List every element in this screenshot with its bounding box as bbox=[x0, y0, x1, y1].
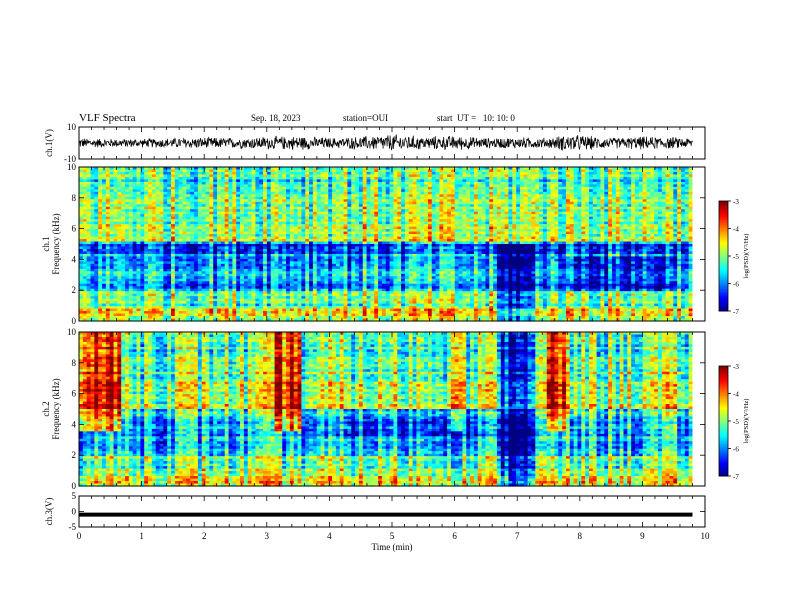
ch1-spectrogram-image bbox=[79, 167, 705, 322]
x-axis: 0 1 2 3 4 5 6 7 8 9 10 Time (min) bbox=[77, 531, 710, 552]
y-tick-label: 10 bbox=[67, 162, 77, 172]
x-tick-label: 4 bbox=[327, 531, 332, 541]
colorbar-tick-label: -3 bbox=[733, 363, 739, 371]
y-tick-label: -5 bbox=[69, 522, 77, 532]
colorbar-tick-label: -7 bbox=[733, 473, 739, 481]
x-tick-label: 8 bbox=[578, 531, 583, 541]
y-tick-label: 0 bbox=[72, 481, 77, 491]
ch2-spectrogram-y-label: Frequency (kHz) bbox=[51, 378, 61, 439]
ch1-trace bbox=[78, 134, 693, 151]
y-tick-label: 0 bbox=[72, 507, 77, 517]
y-tick-label: 8 bbox=[72, 193, 77, 203]
colorbar-label: log(PSD)(V²/Hz) bbox=[743, 234, 750, 279]
figure-title: VLF Spectra bbox=[79, 112, 136, 124]
colorbar-tick-label: -5 bbox=[733, 418, 739, 426]
y-tick-label: 2 bbox=[72, 450, 77, 460]
y-tick-label: 6 bbox=[72, 389, 77, 399]
ch3-waveform-frame: 5 0 -5 bbox=[69, 491, 706, 532]
colorbar-tick-label: -7 bbox=[733, 308, 739, 316]
y-tick-label: 10 bbox=[67, 327, 77, 337]
x-axis-label: Time (min) bbox=[372, 542, 413, 552]
colorbar-tick-label: -4 bbox=[733, 226, 739, 234]
no-data-region bbox=[692, 332, 705, 486]
x-tick-label: 7 bbox=[515, 531, 520, 541]
ch1-waveform-panel: ch.1(V) bbox=[44, 129, 693, 157]
y-tick-label: 5 bbox=[72, 491, 77, 501]
x-tick-label: 5 bbox=[390, 531, 395, 541]
ch2-spectrogram-channel-label: ch.2 bbox=[41, 401, 51, 416]
y-tick-label: 0 bbox=[72, 316, 77, 326]
x-tick-label: 3 bbox=[265, 531, 270, 541]
date-label: Sep. 18, 2023 bbox=[251, 113, 301, 123]
no-data-region bbox=[692, 167, 705, 321]
y-tick-label: 10 bbox=[67, 122, 77, 132]
ch1-waveform-frame: 10 -10 bbox=[64, 122, 706, 164]
colorbar-tick-label: -6 bbox=[733, 281, 739, 289]
y-tick-label: 4 bbox=[72, 419, 77, 429]
ch2-spectrogram-image bbox=[79, 332, 705, 487]
colorbar-tick-label: -4 bbox=[733, 391, 739, 399]
x-tick-label: 9 bbox=[640, 531, 645, 541]
ch1-spectrogram-colorbar: -3 -4 -5 -6 -7 log(PSD)(V²/Hz) bbox=[718, 198, 750, 316]
colorbar-tick-label: -6 bbox=[733, 446, 739, 454]
x-tick-label: 10 bbox=[701, 531, 711, 541]
ch3-y-label: ch.3(V) bbox=[44, 498, 54, 526]
y-tick-label: -10 bbox=[64, 154, 76, 164]
x-tick-label: 1 bbox=[139, 531, 144, 541]
station-label: station=OUI bbox=[343, 113, 388, 123]
ch1-spectrogram-channel-label: ch.1 bbox=[41, 236, 51, 251]
ch1-spectrogram-y-label: Frequency (kHz) bbox=[51, 213, 61, 274]
ch1-y-label: ch.1(V) bbox=[44, 129, 54, 157]
ch2-spectrogram-frame: 0 2 4 6 8 10 bbox=[67, 327, 706, 491]
y-tick-label: 6 bbox=[72, 224, 77, 234]
start-time-label: start UT = 10: 10: 0 bbox=[437, 113, 515, 123]
x-tick-label: 0 bbox=[77, 531, 82, 541]
ch2-spectrogram-colorbar: -3 -4 -5 -6 -7 log(PSD)(V²/Hz) bbox=[718, 363, 750, 481]
ch3-waveform-panel: ch.3(V) bbox=[44, 498, 693, 526]
colorbar-label: log(PSD)(V²/Hz) bbox=[743, 399, 750, 444]
y-tick-label: 8 bbox=[72, 358, 77, 368]
colorbar-tick-label: -5 bbox=[733, 253, 739, 261]
y-tick-label: 2 bbox=[72, 285, 77, 295]
ch1-spectrogram-frame: 0 2 4 6 8 10 bbox=[67, 162, 706, 326]
x-tick-label: 6 bbox=[452, 531, 457, 541]
y-tick-label: 4 bbox=[72, 254, 77, 264]
x-tick-label: 2 bbox=[202, 531, 207, 541]
colorbar-tick-label: -3 bbox=[733, 198, 739, 206]
